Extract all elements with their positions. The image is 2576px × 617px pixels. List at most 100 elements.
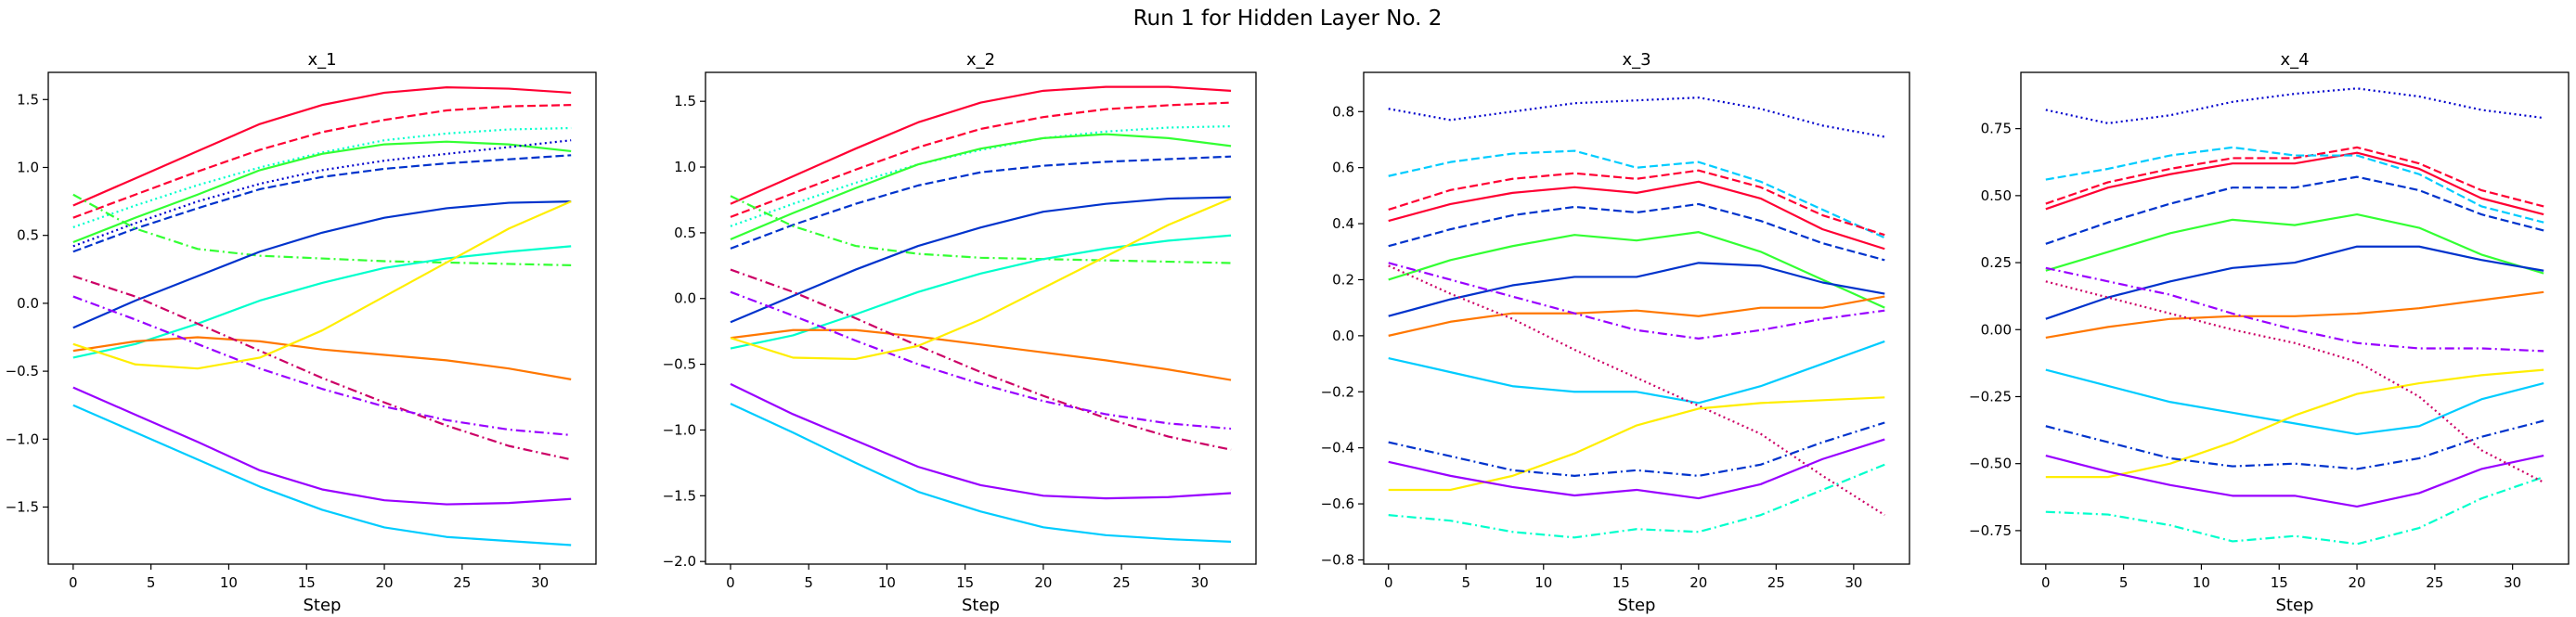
x-tick-label: 25 bbox=[2426, 574, 2443, 591]
y-tick-label: 1.5 bbox=[17, 91, 39, 108]
series-line-6 bbox=[730, 195, 1232, 264]
series-line-6 bbox=[1388, 231, 1885, 309]
series-line-14 bbox=[2045, 280, 2544, 483]
series-line-4 bbox=[2045, 146, 2544, 224]
series-line-2 bbox=[730, 101, 1232, 218]
series-line-10 bbox=[730, 268, 1232, 451]
y-tick-label: 0.0 bbox=[674, 290, 696, 307]
series-line-7 bbox=[730, 196, 1232, 324]
y-tick-label: 0.50 bbox=[1981, 187, 2012, 204]
series-line-12 bbox=[730, 403, 1232, 544]
series-line-6 bbox=[72, 154, 572, 253]
x-tick-label: 20 bbox=[2348, 574, 2365, 591]
series-line-8 bbox=[1388, 295, 1885, 337]
y-tick-label: 0.5 bbox=[674, 225, 696, 241]
series-line-2 bbox=[1388, 149, 1885, 239]
series-line-3 bbox=[730, 125, 1232, 227]
series-line-10 bbox=[72, 336, 572, 380]
series-group bbox=[2045, 87, 2544, 546]
y-tick-label: 1.0 bbox=[674, 159, 696, 175]
chart-panel-3: 0 5 10 15 20 25 30 −0.8 −0.6 −0.4 −0.2 0.0 0.2 0.4 0.6… bbox=[1321, 50, 1910, 615]
y-tick-label: −0.75 bbox=[1969, 522, 2012, 539]
x-tick-label: 20 bbox=[1689, 574, 1707, 591]
axes-frame bbox=[2020, 71, 2570, 565]
x-axis-label: Step bbox=[2276, 596, 2314, 615]
y-tick-label: −0.25 bbox=[1969, 388, 2012, 405]
x-tick-label: 5 bbox=[147, 574, 156, 591]
figure-title: Run 1 for Hidden Layer No. 2 bbox=[1133, 6, 1443, 31]
x-tick-label: 20 bbox=[1034, 574, 1052, 591]
series-group bbox=[1388, 96, 1885, 539]
x-tick-label: 5 bbox=[1461, 574, 1470, 591]
series-line-12 bbox=[2045, 419, 2544, 470]
axes-frame bbox=[1363, 71, 1910, 565]
y-tick-label: 0.0 bbox=[17, 295, 39, 312]
x-tick-label: 15 bbox=[298, 574, 316, 591]
series-line-5 bbox=[2045, 175, 2544, 245]
x-tick-label: 10 bbox=[1534, 574, 1552, 591]
series-line-2 bbox=[72, 104, 572, 219]
series-line-5 bbox=[72, 139, 572, 248]
series-line-15 bbox=[2045, 266, 2544, 353]
y-tick-label: 0.4 bbox=[1332, 215, 1354, 232]
y-tick-label: 0.25 bbox=[1981, 254, 2012, 271]
x-tick-label: 5 bbox=[2119, 574, 2129, 591]
series-line-2 bbox=[2045, 146, 2544, 208]
y-tick-label: 0.0 bbox=[1332, 328, 1354, 344]
series-line-8 bbox=[730, 234, 1232, 350]
series-line-9 bbox=[2045, 368, 2544, 436]
series-line-7 bbox=[72, 193, 572, 266]
y-tick-label: 0.00 bbox=[1981, 321, 2012, 338]
x-axis-label: Step bbox=[962, 596, 1000, 615]
series-line-11 bbox=[2045, 454, 2544, 508]
series-line-3 bbox=[2045, 151, 2544, 216]
x-tick-label: 30 bbox=[531, 574, 549, 591]
x-tick-label: 0 bbox=[69, 574, 78, 591]
panels: 0 5 10 15 20 25 30 −1.5 −1.0 −0.5 0.0 0.5 1.0 1.5 x_1 S… bbox=[6, 50, 2570, 615]
series-line-12 bbox=[72, 295, 572, 437]
series-line-4 bbox=[730, 133, 1232, 240]
x-tick-label: 0 bbox=[1384, 574, 1393, 591]
series-line-12 bbox=[1388, 438, 1885, 500]
series-line-5 bbox=[730, 155, 1232, 250]
y-tick-label: −1.5 bbox=[663, 487, 696, 504]
chart-title: x_3 bbox=[1622, 50, 1650, 70]
y-tick-label: −0.5 bbox=[6, 363, 39, 379]
x-axis-label: Step bbox=[304, 596, 342, 615]
chart-panel-2: 0 5 10 15 20 25 30 −2.0 −1.5 −1.0 −0.5 0.0 0.5 1.0 1.5… bbox=[663, 50, 1257, 615]
y-tick-label: 0.6 bbox=[1332, 160, 1354, 176]
x-tick-label: 25 bbox=[453, 574, 471, 591]
y-tick-label: −0.5 bbox=[663, 356, 696, 373]
series-line-1 bbox=[72, 85, 572, 207]
series-line-9 bbox=[730, 328, 1232, 381]
series-line-13 bbox=[2045, 476, 2544, 546]
y-tick-label: 1.5 bbox=[674, 93, 696, 109]
series-line-3 bbox=[1388, 169, 1885, 237]
x-tick-label: 25 bbox=[1113, 574, 1131, 591]
series-line-14 bbox=[1388, 463, 1885, 539]
y-tick-label: −1.0 bbox=[663, 421, 696, 438]
y-tick-label: −0.8 bbox=[1321, 551, 1354, 568]
y-tick-label: 0.2 bbox=[1332, 271, 1354, 288]
chart-panel-1: 0 5 10 15 20 25 30 −1.5 −1.0 −0.5 0.0 0.5 1.0 1.5 x_1 S… bbox=[6, 50, 597, 615]
series-line-6 bbox=[2045, 212, 2544, 275]
series-line-4 bbox=[72, 140, 572, 244]
x-tick-label: 5 bbox=[804, 574, 813, 591]
chart-panel-4: 0 5 10 15 20 25 30 −0.75 −0.50 −0.25 0.00 0.25 0.50 0… bbox=[1969, 50, 2570, 615]
chart-title: x_2 bbox=[966, 50, 995, 70]
series-line-5 bbox=[1388, 202, 1885, 262]
x-tick-label: 30 bbox=[1191, 574, 1209, 591]
series-group bbox=[72, 85, 572, 546]
series-line-3 bbox=[72, 126, 572, 228]
series-line-13 bbox=[72, 404, 572, 546]
axes-frame bbox=[705, 71, 1257, 565]
series-line-14 bbox=[72, 386, 572, 506]
series-line-9 bbox=[72, 245, 572, 359]
x-tick-label: 30 bbox=[1845, 574, 1862, 591]
chart-title: x_1 bbox=[307, 50, 336, 70]
series-line-11 bbox=[730, 290, 1232, 431]
x-tick-label: 10 bbox=[878, 574, 896, 591]
series-line-13 bbox=[730, 382, 1232, 500]
series-line-10 bbox=[1388, 264, 1885, 517]
